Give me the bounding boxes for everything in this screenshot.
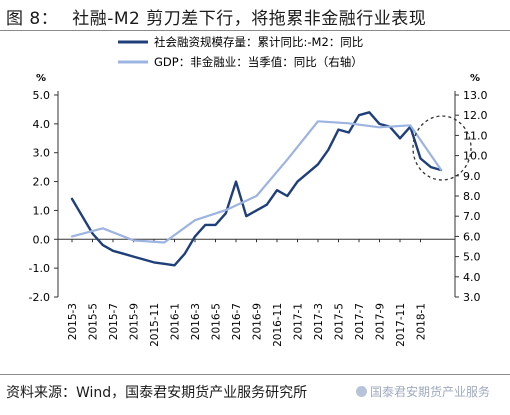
x-tick-label: 2017-5 <box>334 303 346 340</box>
right-tick-label: 3.0 <box>463 291 481 304</box>
title-text: 社融-M2 剪刀差下行，将拖累非金融行业表现 <box>72 9 427 29</box>
right-tick-label: 10.0 <box>463 150 488 163</box>
series-line-gdp-nonfinancial <box>70 120 443 244</box>
left-unit-label: % <box>36 73 46 84</box>
left-tick-label: 0.0 <box>33 233 51 246</box>
left-tick-label: 2.0 <box>33 176 51 189</box>
x-tick-label: 2015-7 <box>108 303 120 340</box>
x-tick-label: 2016-1 <box>170 303 182 340</box>
x-tick-label: 2015-9 <box>129 303 141 340</box>
x-tick-label: 2017-9 <box>375 303 387 340</box>
x-tick-label: 2015-5 <box>88 303 100 340</box>
x-tick-label: 2018-1 <box>416 303 428 340</box>
x-tick-label: 2016-7 <box>231 303 243 340</box>
x-tick-label: 2015-11 <box>149 303 161 347</box>
x-tick-label: 2016-11 <box>272 303 284 347</box>
watermark-text: 国泰君安期货产业服务 <box>370 385 491 399</box>
left-tick-label: 4.0 <box>33 118 51 131</box>
right-tick-label: 9.0 <box>463 170 481 183</box>
left-tick-label: -1.0 <box>29 262 50 275</box>
right-tick-label: 6.0 <box>463 230 481 243</box>
series-line-social-financing-m2 <box>70 111 443 267</box>
left-tick-label: 1.0 <box>33 204 51 217</box>
legend-label: 社会融资规模存量：累计同比:-M2：同比 <box>154 35 363 49</box>
source-note: 资料来源：Wind，国泰君安期货产业服务研究所 <box>6 385 308 401</box>
left-tick-label: 3.0 <box>33 147 51 160</box>
right-tick-label: 4.0 <box>463 271 481 284</box>
right-tick-label: 5.0 <box>463 251 481 264</box>
right-tick-label: 8.0 <box>463 190 481 203</box>
right-tick-label: 13.0 <box>463 89 488 102</box>
highlight-circle <box>412 115 472 181</box>
x-tick-label: 2017-7 <box>354 303 366 340</box>
x-tick-label: 2017-1 <box>293 303 305 340</box>
x-tick-label: 2016-3 <box>190 303 202 340</box>
watermark-logo-icon <box>356 386 367 397</box>
x-tick-label: 2016-5 <box>211 303 223 340</box>
right-tick-label: 11.0 <box>463 129 488 142</box>
right-tick-label: 7.0 <box>463 210 481 223</box>
top-rule <box>0 30 510 31</box>
right-tick-label: 12.0 <box>463 109 488 122</box>
legend-label: GDP：非金融业：当季值：同比（右轴） <box>154 55 363 69</box>
x-tick-label: 2017-11 <box>395 303 407 347</box>
left-tick-label: 5.0 <box>33 89 51 102</box>
x-tick-label: 2015-3 <box>67 303 79 340</box>
x-tick-label: 2017-3 <box>313 303 325 340</box>
chart-area: % % 5.0 4.0 3.0 2.0 1.0 0.0 -1.0 -2.0 13.0 12.0 11.0… <box>29 35 488 347</box>
bottom-rule <box>0 374 510 375</box>
chart-title: 图 8： 社融-M2 剪刀差下行，将拖累非金融行业表现 <box>6 4 426 29</box>
watermark: 国泰君安期货产业服务 <box>356 383 490 400</box>
right-unit-label: % <box>470 73 480 84</box>
left-tick-label: -2.0 <box>29 291 50 304</box>
x-tick-label: 2016-9 <box>252 303 264 340</box>
figure-label: 图 8： <box>6 9 59 29</box>
